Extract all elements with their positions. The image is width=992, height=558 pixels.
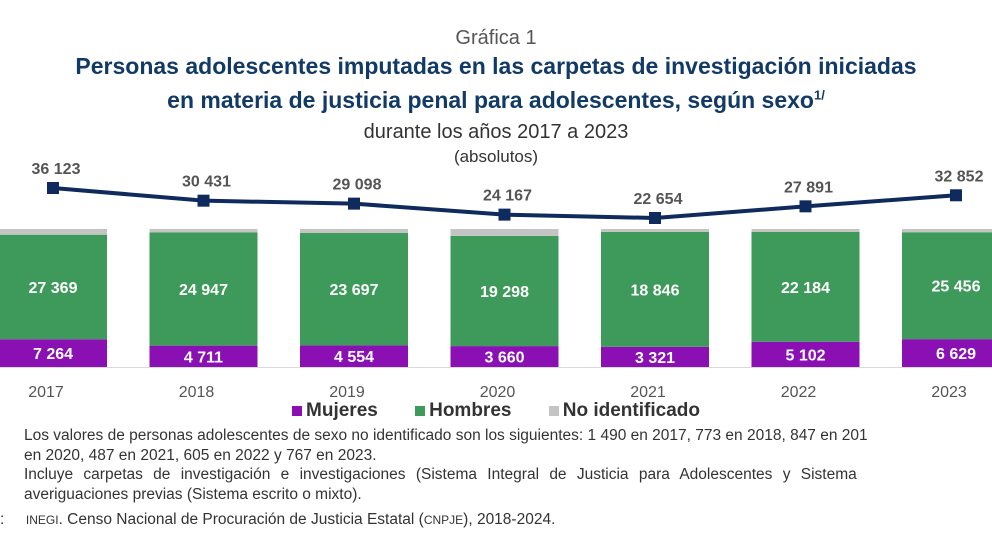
bar-mujeres-2017: [0, 339, 107, 367]
note-line: Los valores de personas adolescentes de …: [24, 427, 868, 444]
chart-kicker: Gráfica 1: [455, 27, 537, 49]
x-tick-label: 2023: [931, 384, 967, 400]
data-label-hombres: 19 298: [480, 284, 529, 301]
data-label-mujeres: 3 660: [484, 350, 524, 367]
note-line: Incluye carpetas de investigación e inve…: [24, 466, 857, 483]
chart-title-line1: Personas adolescentes imputadas en las c…: [75, 53, 917, 79]
bar-mujeres-2019: [300, 345, 408, 367]
source-note: : INEGI. Censo Nacional de Procuración d…: [0, 511, 555, 529]
bar-no-identificado-2021: [601, 229, 709, 232]
note-line: en 2020, 487 en 2021, 605 en 2022 y 767 …: [24, 446, 377, 464]
x-tick-label: 2019: [329, 384, 365, 400]
data-label-hombres: 27 369: [29, 280, 78, 297]
legend-item-no-identificado: No identificado: [548, 400, 700, 421]
total-marker-2023: [950, 189, 962, 202]
bar-mujeres-2023: [902, 339, 992, 367]
total-marker-2021: [649, 212, 661, 224]
data-label-total: 36 123: [32, 161, 81, 178]
data-label-mujeres: 5 102: [785, 347, 825, 364]
bar-no-identificado-2020: [450, 229, 559, 236]
data-label-total: 29 098: [333, 177, 382, 194]
chart-title-line2-text: en materia de justicia penal para adoles…: [167, 87, 814, 113]
source-org: INEGI: [25, 513, 59, 527]
data-label-mujeres: 4 554: [334, 349, 374, 366]
source-prefix: :: [0, 511, 5, 528]
legend-item-hombres: Hombres: [415, 400, 511, 421]
x-tick-label: 2020: [480, 384, 516, 400]
total-marker-2020: [498, 208, 511, 221]
x-tick-label: 2022: [781, 384, 817, 400]
x-tick-label: 2018: [179, 384, 215, 400]
bar-mujeres-2022: [751, 341, 860, 367]
bar-mujeres-2021: [601, 346, 709, 367]
legend-label: No identificado: [562, 400, 700, 421]
data-label-hombres: 25 456: [932, 279, 981, 296]
data-label-hombres: 23 697: [330, 282, 379, 299]
legend-swatch-hombres: [415, 406, 426, 416]
source-text: ), 2018-2024.: [463, 511, 556, 528]
legend-swatch-no-identificado: [548, 406, 559, 416]
data-label-mujeres: 7 264: [33, 346, 73, 363]
bar-hombres-2017: [0, 234, 107, 340]
legend-item-mujeres: Mujeres: [292, 400, 378, 421]
source-abbr: CNPJE: [423, 513, 464, 527]
bar-mujeres-2018: [149, 345, 258, 367]
total-marker-2017: [47, 182, 59, 194]
total-marker-2022: [799, 200, 812, 213]
bar-hombres-2019: [300, 233, 408, 346]
chart-subtitle: durante los años 2017 a 2023: [363, 121, 629, 143]
bar-no-identificado-2022: [751, 229, 860, 232]
bar-no-identificado-2019: [300, 229, 408, 234]
data-label-total: 30 431: [182, 174, 231, 191]
legend-label: Mujeres: [306, 400, 378, 421]
data-label-mujeres: 3 321: [635, 350, 675, 367]
footnote-mark: 1/: [813, 87, 825, 103]
total-marker-2019: [348, 197, 360, 210]
data-label-total: 22 654: [634, 191, 683, 208]
bar-hombres-2018: [149, 232, 258, 346]
note-line: averiguaciones previas (Sistema escrito …: [24, 485, 362, 503]
legend-label: Hombres: [429, 400, 512, 421]
chart-plot: 7 264 27 369 2017 4 711 24 947 2018 4 554 23 69…: [0, 161, 992, 400]
bar-mujeres-2020: [450, 346, 559, 367]
data-label-hombres: 18 846: [631, 282, 680, 299]
data-label-hombres: 24 947: [179, 282, 228, 299]
bar-hombres-2021: [601, 231, 709, 347]
footnotes: Los valores de personas adolescentes de …: [24, 426, 992, 504]
data-label-total: 32 852: [935, 168, 984, 185]
bar-no-identificado-2018: [149, 229, 258, 233]
data-label-total: 27 891: [784, 179, 833, 196]
data-label-mujeres: 6 629: [936, 346, 976, 363]
bar-hombres-2020: [450, 235, 559, 347]
bar-no-identificado-2017: [0, 229, 107, 235]
legend-swatch-mujeres: [292, 406, 303, 416]
chart-title-line2: en materia de justicia penal para adoles…: [0, 87, 992, 114]
data-label-mujeres: 4 711: [184, 349, 223, 366]
data-label-total: 24 167: [483, 188, 532, 205]
chart-unit: (absolutos): [453, 147, 539, 166]
bar-hombres-2023: [902, 232, 992, 340]
bar-no-identificado-2023: [902, 229, 992, 233]
legend: Mujeres Hombres No identificado: [0, 400, 992, 422]
data-label-hombres: 22 184: [781, 280, 830, 297]
x-tick-label: 2017: [28, 384, 64, 400]
bar-hombres-2022: [751, 231, 860, 342]
x-tick-label: 2021: [630, 384, 666, 400]
source-text: . Censo Nacional de Procuración de Justi…: [58, 511, 424, 528]
total-marker-2018: [197, 194, 210, 207]
